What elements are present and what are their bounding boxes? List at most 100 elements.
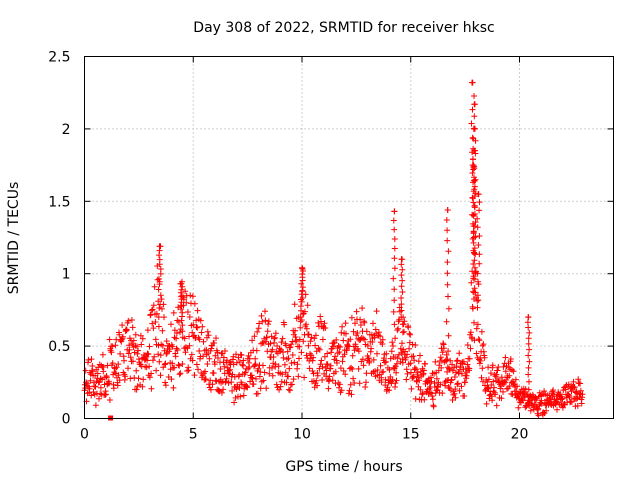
data-point [335,379,342,386]
data-point [458,370,465,377]
data-point [283,342,290,349]
data-point [312,332,319,339]
data-point [345,390,352,397]
data-point [449,367,456,374]
data-point [469,134,476,141]
data-point [525,371,532,378]
data-point [153,367,160,374]
data-point [92,402,99,409]
data-point [211,361,218,368]
data-point [404,351,411,358]
data-point [495,364,502,370]
data-point [543,407,550,414]
data-point [115,372,122,379]
data-point [211,340,218,346]
data-point [399,359,406,366]
data-point [471,93,477,99]
data-point [321,353,328,360]
data-point [348,364,355,371]
data-point [297,314,304,321]
data-point [115,361,122,368]
data-point [106,380,113,387]
data-point [470,230,477,237]
data-point [174,347,181,353]
data-point [526,397,532,404]
x-tick-label: 10 [293,427,311,443]
data-point [238,381,245,388]
data-point [264,328,271,335]
data-point [155,351,162,358]
data-point [246,355,253,362]
data-point [411,365,418,371]
data-point [360,362,367,369]
data-point [470,125,477,132]
data-point [493,371,500,378]
data-point [315,319,322,326]
data-point [408,369,414,376]
data-point [300,268,306,274]
data-point [155,298,162,305]
data-point [389,339,396,346]
data-point [99,351,106,358]
data-point [417,352,423,359]
data-point [398,261,405,268]
data-point [476,260,483,267]
data-point [361,319,368,326]
data-point [146,343,153,350]
data-point [476,233,483,239]
data-point [254,390,261,397]
data-point [207,377,214,384]
data-point [398,283,405,290]
data-point [471,257,478,264]
data-point [401,318,408,325]
data-point [247,378,254,385]
data-point [184,309,191,315]
data-point [473,325,480,332]
data-point [157,352,164,359]
data-point [88,356,95,363]
data-point [469,305,476,312]
axis-ticks: 0 5 10 15 20 0 0.5 1 1.5 2 2.5 [48,50,614,443]
data-point [391,297,398,304]
data-point [298,298,305,305]
data-point [445,293,451,300]
data-point [151,283,158,290]
data-point [471,276,478,283]
data-point [130,337,137,344]
data-point [108,349,115,356]
data-point [521,394,528,401]
data-point [85,356,92,363]
data-point [298,280,305,287]
data-point [324,350,331,357]
data-point [239,361,246,368]
data-point [461,393,468,399]
data-point [245,352,252,359]
data-point [152,336,159,343]
data-point [506,383,513,390]
data-point [390,308,397,315]
data-point [451,390,458,397]
data-point [175,361,182,368]
data-point [383,350,390,357]
data-point [474,297,481,304]
data-point [392,354,399,360]
data-point [470,135,477,142]
data-point [524,319,531,326]
data-point [333,336,340,343]
data-point [474,304,481,311]
data-point [464,342,471,348]
data-point [220,386,227,393]
data-point [391,236,398,242]
data-point [456,387,463,394]
data-point [362,384,369,390]
data-point [188,351,195,358]
data-point [343,347,350,354]
data-point [474,224,481,231]
data-point [222,348,228,354]
data-point [100,364,107,370]
data-point [357,316,364,323]
data-point [246,364,253,371]
data-point [408,385,415,392]
data-point [186,314,193,320]
data-point [223,375,230,382]
